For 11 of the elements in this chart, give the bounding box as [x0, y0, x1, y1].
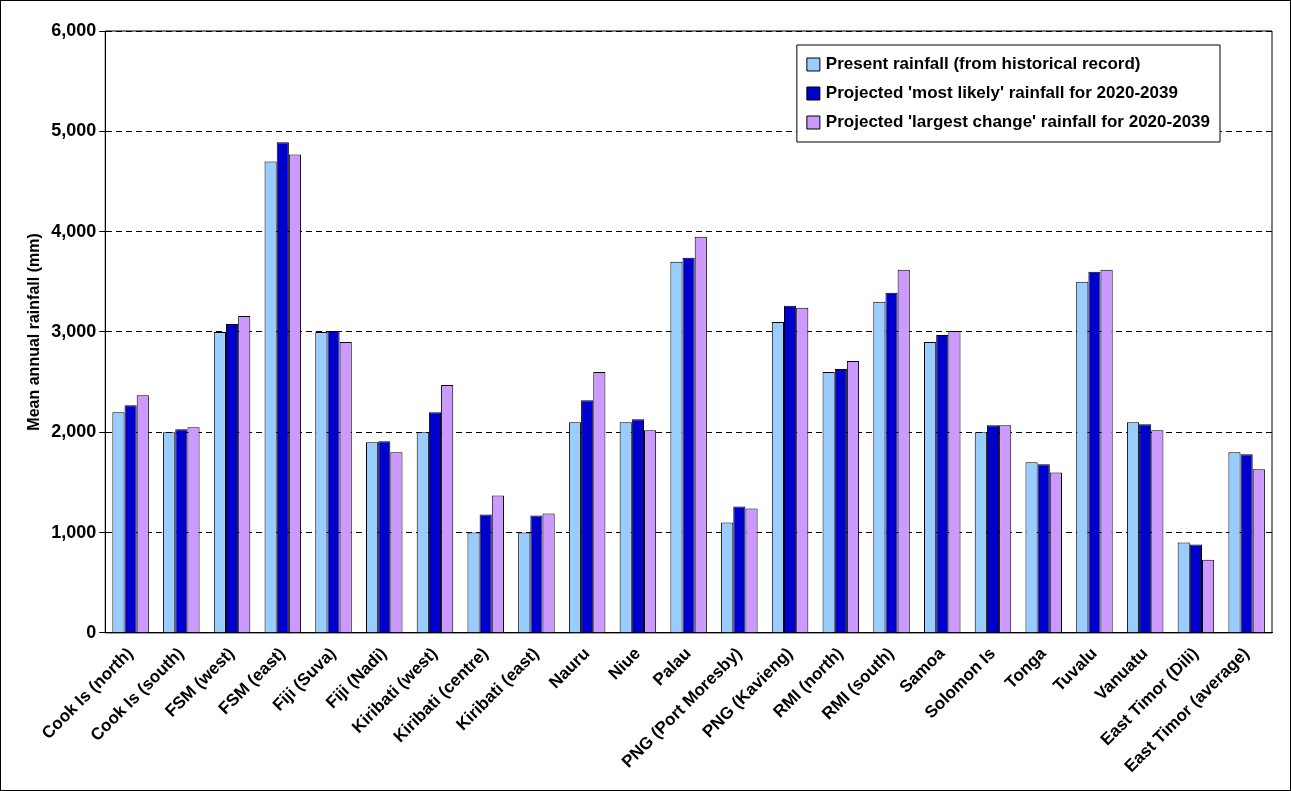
y-tick-label: 1,000: [51, 521, 97, 542]
y-tick-label: 2,000: [51, 421, 97, 442]
legend-label: Present rainfall (from historical record): [825, 54, 1141, 74]
y-tick-label: 0: [86, 621, 97, 642]
legend-label: Projected 'largest change' rainfall for 2020-2039: [825, 112, 1211, 132]
legend-label: Projected 'most likely' rainfall for 2020-2039: [825, 83, 1178, 103]
y-tick-label: 6,000: [51, 19, 97, 40]
y-tick-label: 5,000: [51, 120, 97, 141]
y-tick-label: 4,000: [51, 220, 97, 241]
y-tick-label: 3,000: [51, 320, 97, 341]
y-axis-title: Mean annual rainfall (mm): [25, 233, 43, 431]
